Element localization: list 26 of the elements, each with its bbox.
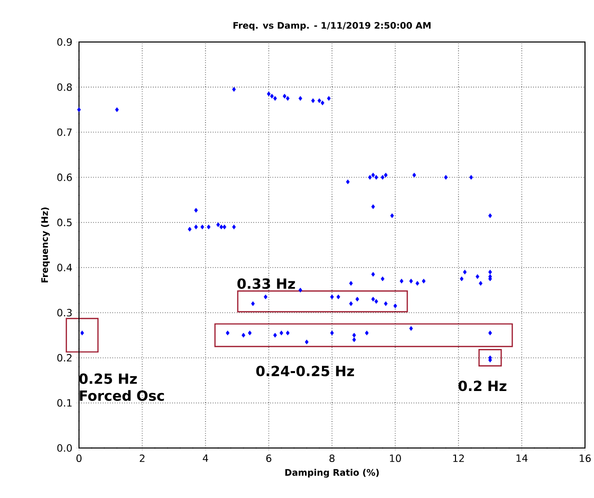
y-tick-label: 0.7 <box>57 128 72 136</box>
annotation: 0.33 Hz <box>237 278 295 289</box>
x-tick-label: 6 <box>266 454 272 462</box>
x-tick-label: 0 <box>76 454 82 462</box>
y-tick-label: 0.2 <box>57 354 72 362</box>
y-tick-label: 0.5 <box>57 218 72 226</box>
x-tick-label: 2 <box>140 454 144 462</box>
annotation: 0.2 Hz <box>458 380 506 392</box>
y-tick-label: 0.0 <box>57 444 72 452</box>
x-tick-label: 14 <box>516 454 528 462</box>
y-tick-label: 0.8 <box>57 83 72 91</box>
y-tick-label: 0.6 <box>57 174 72 182</box>
y-tick-label: 0.4 <box>57 264 72 272</box>
y-axis-title: Frequency (Hz) <box>41 208 50 282</box>
y-tick-label: 0.3 <box>57 308 72 316</box>
y-tick-label: 0.9 <box>57 38 72 46</box>
annotation: 0.24-0.25 Hz <box>256 366 354 376</box>
x-axis-title: Damping Ratio (%) <box>285 468 379 478</box>
chart-title: Freq. vs Damp. - 1/11/2019 2:50:00 AM <box>233 22 431 31</box>
x-tick-label: 12 <box>453 454 464 462</box>
x-tick-label: 10 <box>390 454 401 462</box>
x-tick-label: 8 <box>330 454 334 462</box>
y-tick-label: 0.1 <box>57 399 72 407</box>
x-tick-label: 4 <box>202 454 208 462</box>
annotation: 0.25 Hz Forced Osc <box>79 373 164 401</box>
x-tick-label: 16 <box>580 454 591 462</box>
